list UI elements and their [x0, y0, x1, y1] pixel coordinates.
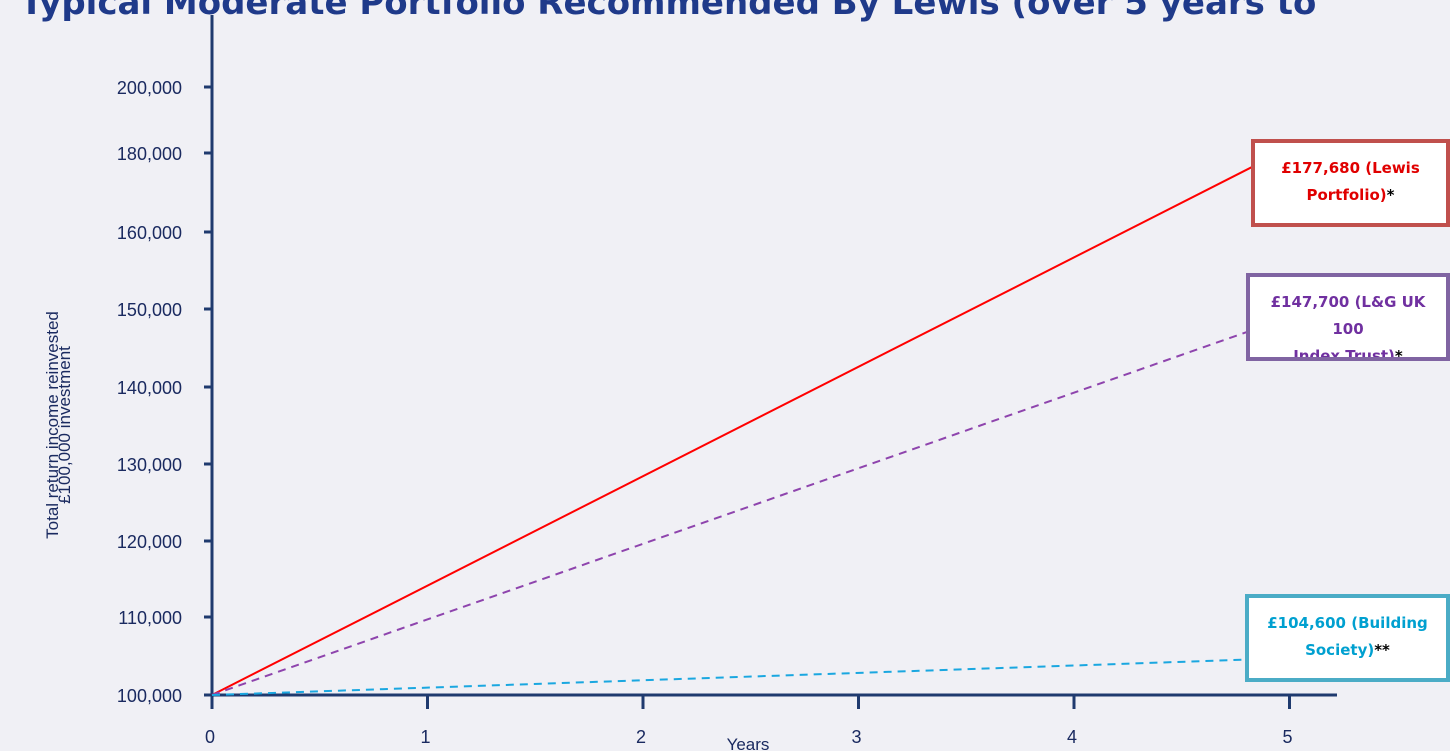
- y-tick-label: 130,000: [117, 455, 182, 475]
- chart-ticks: 100,000 110,000 120,000 130,000 140,000 150,0…: [117, 78, 1293, 747]
- x-tick-label: 2: [636, 727, 646, 747]
- x-tick-label: 4: [1067, 727, 1077, 747]
- callout-bs-line2: Society)**: [1253, 637, 1442, 664]
- chart-title: Typical Moderate Portfolio Recommended B…: [20, 0, 1317, 23]
- x-tick-label: 5: [1282, 727, 1292, 747]
- y-tick-label: 160,000: [117, 223, 182, 243]
- y-tick-label: 100,000: [117, 686, 182, 706]
- callout-lg-label: Index Trust): [1293, 347, 1395, 361]
- y-tick-label: 110,000: [118, 608, 182, 628]
- y-tick-label: 140,000: [117, 378, 182, 398]
- callout-bs-line1: £104,600 (Building: [1267, 614, 1428, 632]
- callout-lewis-label: Portfolio): [1306, 186, 1387, 204]
- callout-lewis-line1: £177,680 (Lewis: [1281, 159, 1420, 177]
- y-tick-label: 120,000: [117, 532, 182, 552]
- x-axis-title: Years: [727, 735, 770, 751]
- callout-bs-footnote-mark: **: [1374, 641, 1390, 659]
- callout-lg-index-trust: £147,700 (L&G UK 100 Index Trust)*: [1246, 273, 1450, 361]
- chart-axes: [210, 15, 1337, 697]
- series-line-0: [211, 161, 1262, 696]
- callout-building-society: £104,600 (Building Society)**: [1245, 594, 1450, 682]
- callout-lewis-portfolio: £177,680 (Lewis Portfolio)*: [1251, 139, 1450, 227]
- y-tick-label: 180,000: [117, 144, 182, 164]
- callout-lewis-line2: Portfolio)*: [1259, 182, 1442, 209]
- callout-lg-line1: £147,700 (L&G UK 100: [1270, 293, 1426, 338]
- x-tick-label: 3: [851, 727, 861, 747]
- y-axis-title-line2: £100,000 investment: [55, 346, 74, 504]
- x-tick-label: 1: [420, 727, 430, 747]
- series-line-1: [211, 325, 1262, 696]
- callout-bs-label: Society): [1305, 641, 1375, 659]
- x-tick-label: 0: [205, 727, 215, 747]
- callout-lg-line2: Index Trust)*: [1254, 343, 1442, 361]
- y-tick-label: 150,000: [117, 300, 182, 320]
- chart-series: [211, 161, 1262, 696]
- y-axis-title: Total return income reinvested £100,000 …: [43, 311, 74, 539]
- series-line-2: [211, 658, 1262, 696]
- y-tick-label: 200,000: [117, 78, 182, 98]
- callout-lg-footnote-mark: *: [1394, 347, 1403, 361]
- y-axis-title-line1: Total return income reinvested: [43, 311, 62, 539]
- callout-lewis-footnote-mark: *: [1386, 186, 1395, 204]
